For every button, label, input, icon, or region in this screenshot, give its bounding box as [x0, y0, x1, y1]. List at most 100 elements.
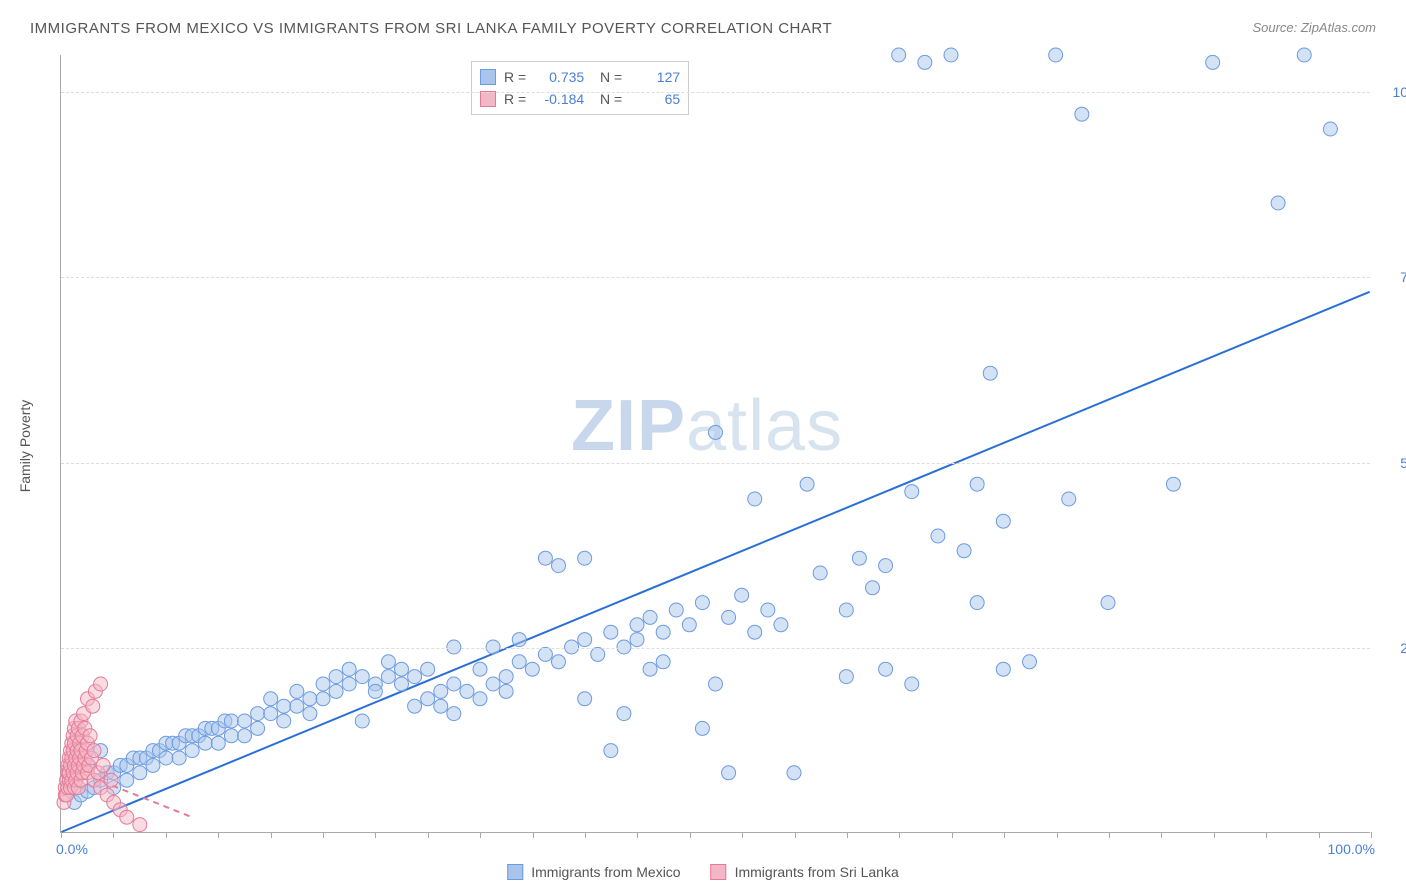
data-point [355, 714, 369, 728]
x-tick [61, 832, 62, 838]
data-point [643, 662, 657, 676]
x-tick [1109, 832, 1110, 838]
x-tick [1057, 832, 1058, 838]
data-point [381, 670, 395, 684]
data-point [159, 751, 173, 765]
data-point [120, 810, 134, 824]
data-point [342, 677, 356, 691]
data-point [630, 618, 644, 632]
data-point [538, 647, 552, 661]
data-point [748, 492, 762, 506]
data-point [996, 662, 1010, 676]
y-tick-label: 100.0% [1380, 84, 1406, 100]
x-tick [1214, 832, 1215, 838]
data-point [303, 707, 317, 721]
x-tick [1371, 832, 1372, 838]
data-point [96, 758, 110, 772]
gridline [61, 463, 1370, 464]
data-point [918, 55, 932, 69]
chart-title: IMMIGRANTS FROM MEXICO VS IMMIGRANTS FRO… [30, 20, 832, 37]
data-point [224, 714, 238, 728]
data-point [669, 603, 683, 617]
data-point [133, 766, 147, 780]
x-tick [271, 832, 272, 838]
data-point [1062, 492, 1076, 506]
data-point [866, 581, 880, 595]
data-point [329, 684, 343, 698]
bottom-legend: Immigrants from Mexico Immigrants from S… [507, 864, 899, 880]
data-point [656, 625, 670, 639]
gridline [61, 92, 1370, 93]
x-tick [533, 832, 534, 838]
data-point [342, 662, 356, 676]
data-point [552, 559, 566, 573]
data-point [172, 751, 186, 765]
data-point [408, 699, 422, 713]
x-tick [166, 832, 167, 838]
x-tick [899, 832, 900, 838]
x-tick [1004, 832, 1005, 838]
data-point [604, 744, 618, 758]
data-point [86, 699, 100, 713]
data-point [905, 677, 919, 691]
data-point [617, 707, 631, 721]
data-point [381, 655, 395, 669]
data-point [1049, 48, 1063, 62]
data-point [591, 647, 605, 661]
data-point [83, 729, 97, 743]
data-point [460, 684, 474, 698]
data-point [722, 610, 736, 624]
y-tick-label: 50.0% [1380, 455, 1406, 471]
data-point [499, 670, 513, 684]
data-point [578, 633, 592, 647]
x-tick [690, 832, 691, 838]
data-point [695, 596, 709, 610]
data-point [316, 677, 330, 691]
data-point [447, 677, 461, 691]
x-tick [375, 832, 376, 838]
data-point [408, 670, 422, 684]
data-point [774, 618, 788, 632]
data-point [813, 566, 827, 580]
scatter-svg [61, 55, 1370, 832]
legend-item-mexico: Immigrants from Mexico [507, 864, 680, 880]
data-point [578, 692, 592, 706]
data-point [552, 655, 566, 669]
data-point [931, 529, 945, 543]
x-tick [952, 832, 953, 838]
data-point [892, 48, 906, 62]
gridline [61, 277, 1370, 278]
data-point [630, 633, 644, 647]
x-tick [585, 832, 586, 838]
data-point [538, 551, 552, 565]
data-point [185, 744, 199, 758]
data-point [290, 684, 304, 698]
data-point [748, 625, 762, 639]
data-point [133, 818, 147, 832]
x-axis-min-label: 0.0% [56, 841, 88, 857]
data-point [695, 721, 709, 735]
data-point [146, 758, 160, 772]
data-point [94, 677, 108, 691]
data-point [709, 425, 723, 439]
y-tick-label: 25.0% [1380, 640, 1406, 656]
data-point [722, 766, 736, 780]
data-point [604, 625, 618, 639]
x-tick [1266, 832, 1267, 838]
data-point [944, 48, 958, 62]
x-tick [1161, 832, 1162, 838]
legend-item-srilanka: Immigrants from Sri Lanka [711, 864, 899, 880]
data-point [486, 677, 500, 691]
legend-swatch-srilanka [711, 864, 727, 880]
data-point [996, 514, 1010, 528]
data-point [264, 707, 278, 721]
data-point [905, 485, 919, 499]
data-point [499, 684, 513, 698]
x-tick [428, 832, 429, 838]
data-point [852, 551, 866, 565]
y-axis-label: Family Poverty [17, 400, 33, 493]
chart-plot-area: ZIPatlas R = 0.735 N = 127 R = -0.184 N … [60, 55, 1370, 833]
x-tick [637, 832, 638, 838]
data-point [957, 544, 971, 558]
data-point [421, 662, 435, 676]
